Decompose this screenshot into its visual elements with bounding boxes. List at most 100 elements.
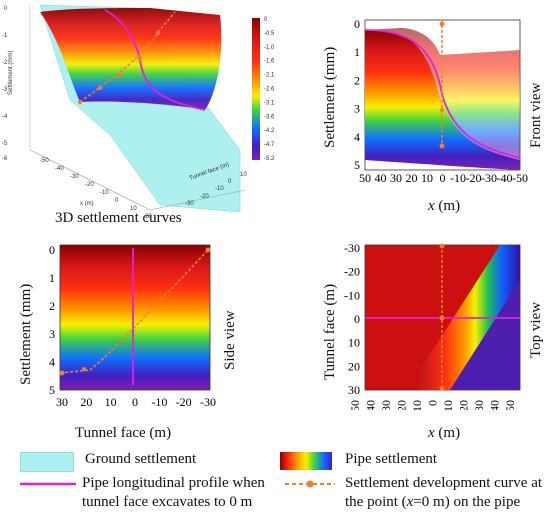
top-ytick: 10: [348, 336, 360, 350]
legend-profile-label: Pipe longitudinal profile when tunnel fa…: [82, 475, 265, 510]
top-ytick: 0: [354, 312, 360, 326]
front-xtick: 50: [359, 171, 371, 185]
front-xtick: -50: [512, 171, 528, 185]
legend: Ground settlement Pipe settlement Pipe l…: [0, 448, 550, 524]
side-xtick: -20: [176, 395, 192, 409]
side-yticks: 0 1 2 3 4 5: [49, 243, 55, 397]
top-ytick: 30: [348, 383, 360, 397]
front-side-label: Front view: [528, 82, 544, 148]
side-xtick: -10: [151, 395, 167, 409]
top-xticks: 50 40 30 20 10 0 -10 -20 -30 -40 -50: [348, 400, 517, 416]
side-plot: 0 1 2 3 4 5 30 20 10 0 -10 -20 -30: [49, 243, 216, 409]
colorbar-tick: 0: [264, 17, 268, 23]
side-xtick: 10: [105, 395, 117, 409]
side-xtick: 20: [80, 395, 92, 409]
side-ytick: 3: [49, 327, 55, 341]
front-xlabel: x (m): [428, 198, 461, 214]
svg-text:10: 10: [240, 172, 247, 178]
top-ylabel: Tunnel face (m): [322, 283, 338, 380]
colorbar-tick: -2.6: [264, 87, 275, 93]
svg-text:10: 10: [130, 206, 137, 212]
legend-pipe-swatch: [280, 452, 332, 470]
side-xticks: 30 20 10 0 -10 -20 -30: [56, 395, 216, 409]
top-xtick: -10: [441, 400, 455, 410]
top-xtick: -50: [503, 400, 517, 410]
svg-text:0: 0: [115, 198, 119, 204]
surface-3d: 0-1 -2-3 -4-5 -6 Settlement (mm) -50-40-…: [2, 4, 275, 220]
colorbar-tick: -0.5: [264, 31, 275, 37]
side-xlabel: Tunnel face (m): [75, 425, 172, 441]
caption-3d: 3D settlement curves: [55, 210, 182, 226]
colorbar-tick: -3.1: [264, 100, 275, 106]
legend-curve-swatch: [285, 480, 335, 488]
front-xtick: -30: [481, 171, 497, 185]
top-xtick: 0: [426, 400, 440, 406]
svg-text:-30: -30: [185, 201, 194, 207]
svg-text:-40: -40: [55, 166, 64, 172]
panel-top: -30 -20 -10 0 10 20 30 50 40 30 20 10 0 -10 -20 -30 -40…: [300, 240, 550, 450]
top-ytick: -10: [344, 288, 360, 302]
legend-pipe-label: Pipe settlement: [345, 451, 438, 467]
side-ytick: 2: [49, 299, 55, 313]
svg-text:-4: -4: [2, 114, 8, 120]
svg-text:-1: -1: [2, 33, 8, 39]
top-xtick: -20: [457, 400, 471, 410]
side-ytick: 4: [49, 355, 55, 369]
front-xticks: 50 40 30 20 10 0 -10 -20 -30 -40 -50: [359, 171, 528, 185]
front-xtick: 40: [375, 171, 387, 185]
top-xtick: -30: [472, 400, 486, 410]
front-ytick: 1: [354, 45, 360, 59]
colorbar-tick: -1.0: [264, 45, 275, 51]
colorbar-tick: -1.6: [264, 59, 275, 65]
front-xtick: -20: [466, 171, 482, 185]
top-xtick: 30: [379, 400, 393, 410]
side-ytick: 1: [49, 271, 55, 285]
front-ytick: 5: [354, 158, 360, 172]
front-xtick: 20: [406, 171, 418, 185]
front-xtick: -10: [450, 171, 466, 185]
front-ylabel: Settlement (mm): [322, 46, 338, 148]
colorbar-tick: -2.1: [264, 73, 275, 79]
legend-curve-label: Settlement development curve at the poin…: [345, 475, 543, 510]
front-xtick: 10: [421, 171, 433, 185]
front-xtick: 0: [440, 171, 446, 185]
front-xtick: 30: [390, 171, 402, 185]
side-ytick: 5: [49, 383, 55, 397]
top-xtick: 40: [364, 400, 378, 410]
colorbar-tick: -3.6: [264, 114, 275, 120]
front-xtick: -40: [497, 171, 513, 185]
colorbar: [252, 18, 260, 160]
side-xtick: -30: [200, 395, 216, 409]
svg-text:-20: -20: [85, 182, 94, 188]
panel-front: 0 1 2 3 4 5 50 40 30 20 10 0 -10 -20 -30 -40 -50 Settle…: [300, 0, 550, 240]
side-side-label: Side view: [222, 310, 238, 370]
svg-text:0: 0: [228, 179, 232, 185]
colorbar-ticks: 0 -0.5 -1.0 -1.6 -2.1 -2.6 -3.1 -3.6 -4.2 -4.7 -5.…: [264, 17, 275, 162]
colorbar-tick: -4.7: [264, 142, 275, 148]
pipe-surface: [40, 8, 222, 110]
front-ytick: 3: [354, 102, 360, 116]
svg-text:-5: -5: [2, 141, 8, 147]
svg-text:-20: -20: [200, 194, 209, 200]
top-xlabel: x (m): [428, 425, 461, 441]
side-surface: [59, 244, 211, 391]
front-yticks: 0 1 2 3 4 5: [354, 17, 360, 172]
panel-3d: 0 -1 -2 -3 -4 -5 -6 Settlement (mm) -50 -40-…: [0, 0, 280, 240]
svg-text:-6: -6: [2, 156, 8, 162]
dev-curve-side: [59, 249, 209, 374]
svg-text:-30: -30: [70, 174, 79, 180]
front-ytick: 4: [354, 130, 360, 144]
front-surface: [365, 30, 520, 170]
legend-profile-swatch: [20, 482, 76, 486]
zlabel-3d: Settlement (mm): [8, 51, 14, 95]
front-ytick: 2: [354, 73, 360, 87]
top-ytick: -30: [344, 241, 360, 255]
svg-text:-10: -10: [215, 186, 224, 192]
side-xtick: 0: [132, 395, 138, 409]
svg-text:-50: -50: [40, 158, 49, 164]
top-xtick: 20: [395, 400, 409, 410]
top-xtick: -40: [488, 400, 502, 410]
top-side-label: Top view: [528, 301, 544, 358]
side-ytick: 0: [49, 243, 55, 257]
